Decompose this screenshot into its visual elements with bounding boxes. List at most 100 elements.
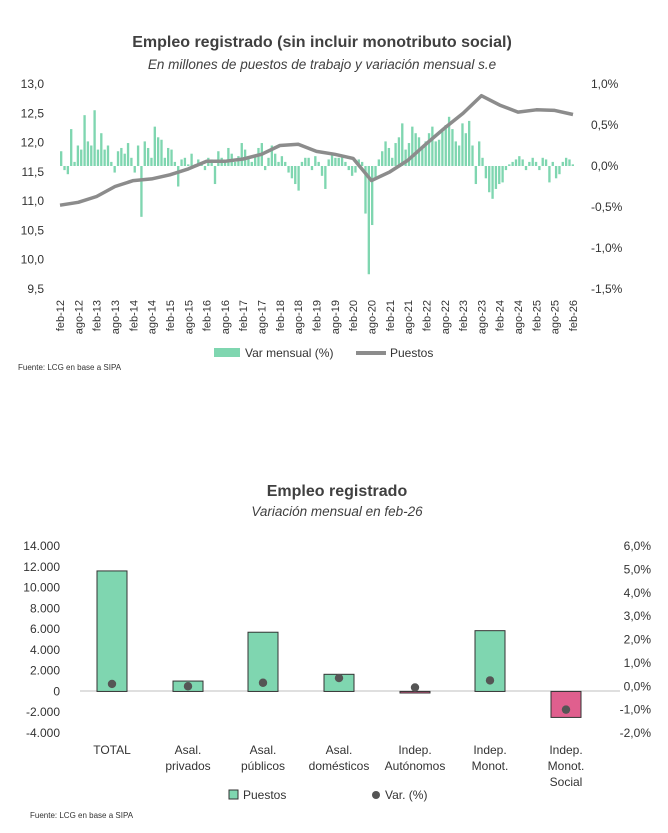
legend-label-var-mensual: Var mensual (%) [245,346,333,360]
chart2-dot [258,678,268,687]
chart1-bar [384,141,387,166]
chart1-x-tick: ago-22 [440,300,452,334]
chart1-bar [217,151,220,166]
chart1-right-tick: -1,5% [591,282,623,296]
chart1-bar [126,143,130,166]
chart2-left-tick: -4.000 [26,726,60,740]
chart1-left-tick: 12,0 [21,136,45,150]
chart1-bar [304,157,307,166]
chart1-x-tick: feb-24 [495,300,507,331]
chart2-left-tick: 2.000 [30,664,60,678]
chart1-bar [558,166,561,175]
chart1-x-tick: ago-24 [513,300,525,334]
chart1-left-axis: 13,0 12,5 12,0 11,5 11,0 10,5 10,0 9,5 [21,77,45,296]
chart1-legend: Var mensual (%) Puestos [214,346,433,360]
chart1-x-tick: ago-13 [110,300,122,334]
chart1-bar [551,161,554,166]
chart1-right-tick: -1,0% [591,241,623,255]
chart1-bar [106,145,110,166]
legend-label-var: Var. (%) [385,788,427,802]
chart1-x-tick: feb-23 [458,300,470,331]
chart1-bar [277,161,280,166]
chart1-bar [521,159,524,166]
chart1-bar [120,147,123,166]
chart1-x-tick: ago-21 [403,300,415,334]
chart1-bar [294,166,297,185]
chart1-line-puestos [59,93,574,207]
chart1-x-tick: ago-18 [293,300,305,334]
chart1-bar [354,166,357,173]
chart1-bar [474,166,478,185]
chart2-category-label: Social [550,775,583,789]
chart2-legend: Puestos Var. (%) [228,788,427,802]
chart2-dot [334,673,344,683]
chart1-bar [327,159,330,166]
chart1-x-tick: feb-26 [568,300,580,331]
chart1-bar [454,141,457,166]
chart1-bar [280,156,284,166]
chart1-line [59,93,574,207]
chart2-left-tick: 14.000 [23,539,60,553]
chart1-bar [290,166,294,179]
chart2-category-label: Asal. [175,743,202,757]
legend-label-puestos: Puestos [390,346,433,360]
chart1-bar [123,153,126,166]
chart1-bar [571,164,574,166]
chart1-bar [350,166,354,176]
chart1-bar [494,166,498,189]
chart1-bar [518,156,521,166]
chart1-right-tick: 1,0% [591,77,619,91]
chart2-right-axis: 6,0% 5,0% 4,0% 3,0% 2,0% 1,0% 0,0% -1,0% -2,0% [620,539,652,740]
chart1-bar [514,159,518,166]
chart1-bar [411,126,414,166]
chart1-bar [387,147,391,166]
chart1-bar [93,110,96,166]
chart2-x-axis: TOTAL Asal. privados Asal. públicos Asal. domé… [93,743,584,789]
chart1-bar [451,129,454,166]
chart1-right-tick: -0,5% [591,200,623,214]
chart1-x-tick: feb-14 [128,300,140,331]
chart1-bar [360,161,364,166]
chart1-x-tick: ago-12 [73,300,85,334]
chart1-bar [183,157,187,166]
chart1-subtitle: En millones de puestos de trabajo y vari… [148,57,496,72]
chart2-bars [96,570,582,718]
chart1-x-tick: feb-21 [385,300,397,331]
chart1-bar [163,157,167,166]
chart1-bar [143,141,146,166]
chart1-bar [501,166,504,183]
chart1-left-tick: 13,0 [21,77,45,91]
chart1-bar [344,161,347,166]
chart2-category-label: Autónomos [385,759,446,773]
chart2-category-label: domésticos [309,759,370,773]
chart1-x-tick: feb-15 [165,300,177,331]
chart2-right-tick: 5,0% [624,562,652,576]
chart1-bar [213,166,217,185]
chart1-bar [488,166,491,193]
chart1-left-tick: 10,0 [21,253,45,267]
chart1-bar [461,123,464,166]
chart1-bar [130,157,133,166]
chart2-bar [96,570,128,692]
chart1-bar [464,133,467,166]
chart1-bar [391,157,394,166]
chart1-bar [447,116,451,166]
chart1-x-tick: ago-17 [257,300,269,334]
chart1-x-tick: feb-12 [55,300,67,331]
chart1-bar [401,123,404,166]
chart1-bar [297,166,300,191]
chart1-bar [110,161,113,166]
chart1-bar [300,161,304,166]
chart1-right-tick: 0,5% [591,118,619,132]
chart1-bar [160,139,163,166]
chart1-bar [374,166,377,179]
chart1-bar [287,166,290,173]
chart1-title: Empleo registrado (sin incluir monotribu… [132,34,512,51]
chart2-left-tick: 8.000 [30,601,60,615]
chart1-x-tick: ago-23 [476,300,488,334]
chart2-right-tick: 1,0% [624,656,652,670]
legend-swatch-var-mensual [214,348,240,357]
chart1-bar [136,145,140,166]
chart2-category-label: Asal. [250,743,277,757]
